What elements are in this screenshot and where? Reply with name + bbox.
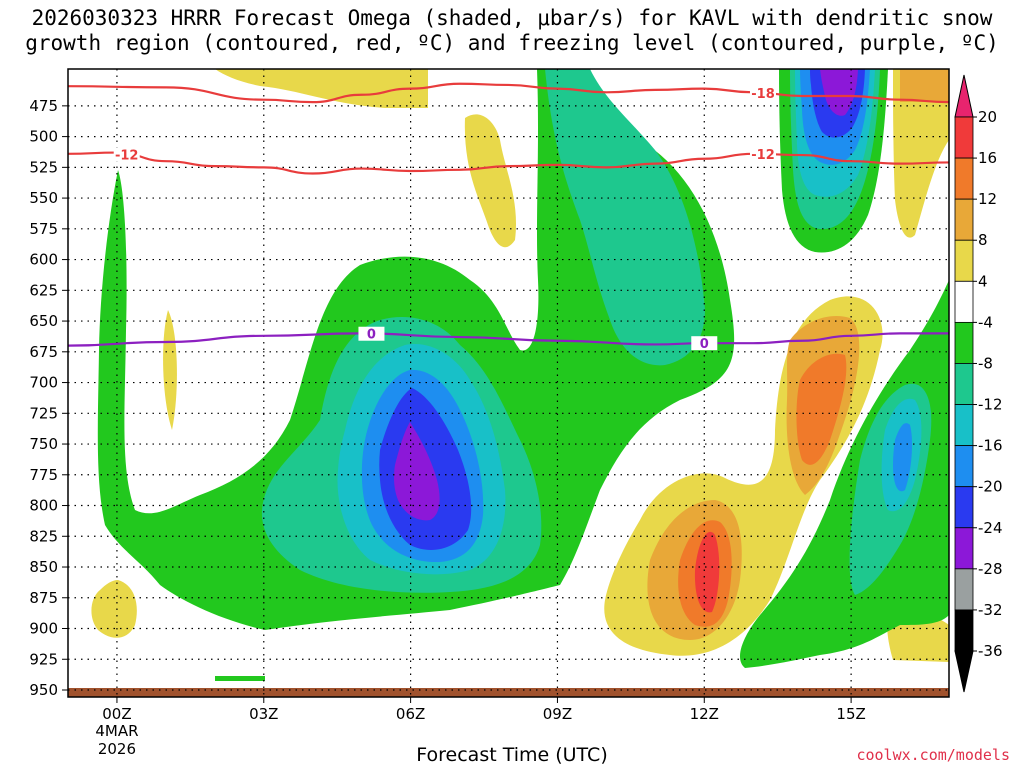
x-tick-label: 15Z: [836, 705, 865, 723]
small-green-bar: [215, 676, 265, 681]
omega-fill-negative-24-center: [394, 422, 440, 521]
colorbar-swatch: [954, 568, 974, 611]
omega-fill-positive-top-right: [893, 69, 949, 238]
omega-fill-positive-12-14z: [796, 353, 847, 465]
omega-fill-positive-8-top-right: [900, 69, 949, 102]
colorbar-swatch: [954, 527, 974, 570]
y-tick-label: 700: [29, 374, 58, 392]
contour-line: [68, 332, 949, 347]
x-tick-label: 09Z: [543, 705, 572, 723]
title-line-1: 2026030323 HRRR Forecast Omega (shaded, …: [31, 6, 993, 30]
colorbar-swatch: [954, 198, 974, 241]
y-tick-label: 850: [29, 558, 58, 576]
chart-title: 2026030323 HRRR Forecast Omega (shaded, …: [0, 6, 1024, 56]
contour-label: 0: [367, 328, 376, 343]
y-tick-label: 775: [29, 466, 58, 484]
colorbar-label: 20: [978, 108, 997, 126]
date-label-year: 2026: [98, 740, 136, 758]
colorbar-swatch: [954, 239, 974, 282]
y-tick-label: 625: [29, 281, 58, 299]
colorbar-swatch: [954, 321, 974, 364]
colorbar: 20 16 12 8 4 -4 -8 -12 -16 -20 -24 -28 -32 -36: [954, 74, 1003, 693]
contour-lines: -18 -12 -12 0 0: [68, 82, 949, 352]
colorbar-swatch: [954, 609, 974, 652]
y-axis: 475 500 525 550 575 600 625 650 675 700 725 750 775 8…: [29, 97, 68, 699]
omega-fill-negative-right: [740, 280, 949, 668]
colorbar-label: -8: [978, 354, 993, 372]
omega-fill-negative-8-upper: [545, 69, 705, 366]
colorbar-label: 16: [978, 149, 997, 167]
contour-label-bg: [750, 147, 777, 162]
credit-text[interactable]: coolwx.com/models: [856, 746, 1010, 764]
colorbar-swatch: [954, 486, 974, 529]
omega-fill-positive-left-small: [163, 310, 177, 430]
contour-label-bg: [750, 86, 777, 101]
y-tick-label: 675: [29, 343, 58, 361]
y-tick-label: 500: [29, 128, 58, 146]
colorbar-label: -12: [978, 396, 1003, 414]
contour-label-bg: [113, 147, 140, 162]
y-tick-label: 950: [29, 681, 58, 699]
colorbar-label: -32: [978, 601, 1003, 619]
y-tick-label: 825: [29, 527, 58, 545]
colorbar-swatch: [954, 280, 974, 323]
contour-label: -12: [115, 148, 139, 163]
y-tick-label: 925: [29, 650, 58, 668]
x-tick-label: 00Z: [102, 705, 131, 723]
contour-line: [68, 82, 949, 104]
y-tick-label: 650: [29, 312, 58, 330]
contour-label-bg: [691, 336, 718, 351]
grid-lines: [68, 69, 949, 697]
omega-fill-negative-24-upper-right: [820, 69, 858, 116]
colorbar-swatch: [954, 116, 974, 159]
colorbar-label: -36: [978, 642, 1003, 660]
ground-strip: [68, 688, 949, 697]
y-tick-label: 600: [29, 251, 58, 269]
contour-line: [68, 151, 949, 175]
y-tick-label: 575: [29, 220, 58, 238]
colorbar-label: -20: [978, 478, 1003, 496]
colorbar-label: 8: [978, 231, 988, 249]
colorbar-swatch: [954, 445, 974, 488]
y-tick-label: 475: [29, 97, 58, 115]
colorbar-top-arrow: [954, 74, 974, 118]
x-tick-label: 12Z: [690, 705, 719, 723]
colorbar-label: -24: [978, 519, 1003, 537]
colorbar-label: -16: [978, 437, 1003, 455]
y-tick-label: 550: [29, 189, 58, 207]
omega-fill-positive-top-left: [215, 69, 428, 108]
y-tick-label: 725: [29, 404, 58, 422]
colorbar-label: 12: [978, 190, 997, 208]
contour-label-bg: [358, 326, 385, 341]
colorbar-swatch: [954, 404, 974, 447]
y-tick-label: 800: [29, 497, 58, 515]
omega-fill-positive-16-12z: [694, 531, 720, 613]
omega-shading: -18 -12 -12 0 0: [68, 69, 949, 697]
y-tick-label: 525: [29, 158, 58, 176]
colorbar-label: -28: [978, 560, 1003, 578]
x-tick-label: 03Z: [249, 705, 278, 723]
omega-fill-positive-left-bottom: [91, 580, 137, 638]
x-axis-label: Forecast Time (UTC): [416, 744, 608, 766]
title-line-2: growth region (contoured, red, ºC) and f…: [25, 31, 999, 55]
x-tick-label: 06Z: [396, 705, 425, 723]
contour-label: 0: [700, 337, 709, 352]
colorbar-label: 4: [978, 272, 988, 290]
colorbar-swatch: [954, 157, 974, 200]
contour-label: -18: [751, 87, 775, 102]
omega-fill-positive-mid: [464, 114, 517, 248]
colorbar-bottom-arrow: [954, 650, 974, 693]
y-tick-label: 875: [29, 589, 58, 607]
colorbar-label: -4: [978, 313, 993, 331]
y-tick-label: 900: [29, 620, 58, 638]
date-label-day: 4MAR: [95, 722, 138, 740]
y-tick-label: 750: [29, 435, 58, 453]
contour-label: -12: [751, 148, 775, 163]
colorbar-swatch: [954, 363, 974, 405]
